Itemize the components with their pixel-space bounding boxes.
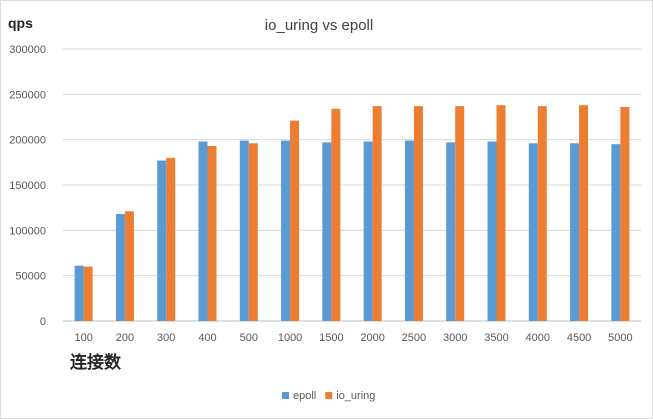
y-tick-label: 0 bbox=[40, 316, 46, 328]
bar-io_uring-2500 bbox=[413, 106, 423, 322]
bar-io_uring-2000 bbox=[372, 106, 382, 322]
bar-io_uring-300 bbox=[166, 157, 176, 321]
x-tick-label: 2500 bbox=[402, 332, 426, 344]
bar-epoll-3500 bbox=[487, 141, 497, 321]
bar-epoll-100 bbox=[74, 265, 84, 321]
x-tick-label: 200 bbox=[116, 332, 134, 344]
bar-io_uring-4000 bbox=[537, 106, 547, 322]
bar-epoll-2000 bbox=[363, 141, 373, 321]
y-tick-label: 50000 bbox=[15, 271, 46, 283]
bar-io_uring-400 bbox=[207, 146, 217, 321]
bar-epoll-4500 bbox=[570, 143, 580, 321]
bar-io_uring-500 bbox=[248, 143, 258, 321]
legend-entry-io_uring: io_uring bbox=[336, 390, 375, 402]
x-tick-label: 4500 bbox=[567, 332, 591, 344]
x-axis-label: 连接数 bbox=[70, 352, 122, 372]
x-tick-label: 4000 bbox=[526, 332, 550, 344]
bar-io_uring-5000 bbox=[620, 107, 630, 321]
bar-io_uring-200 bbox=[124, 211, 134, 321]
x-tick-label: 300 bbox=[157, 332, 175, 344]
bar-epoll-500 bbox=[239, 140, 249, 321]
x-tick-label: 400 bbox=[198, 332, 216, 344]
x-tick-label: 500 bbox=[240, 332, 258, 344]
chart-title: io_uring vs epoll bbox=[265, 17, 373, 34]
y-tick-label: 250000 bbox=[9, 89, 46, 101]
x-tick-label: 100 bbox=[74, 332, 92, 344]
grid-lines bbox=[63, 48, 641, 322]
bar-io_uring-100 bbox=[83, 266, 93, 321]
bar-epoll-2500 bbox=[404, 140, 414, 321]
bar-epoll-300 bbox=[157, 160, 167, 321]
bar-epoll-1000 bbox=[281, 140, 291, 321]
y-tick-label: 300000 bbox=[9, 44, 46, 56]
bar-io_uring-1500 bbox=[331, 108, 341, 321]
x-tick-label: 3500 bbox=[484, 332, 508, 344]
legend-entry-epoll: epoll bbox=[293, 390, 316, 402]
x-tick-label: 2000 bbox=[360, 332, 384, 344]
legend-swatch-epoll bbox=[282, 392, 289, 399]
y-tick-label: 200000 bbox=[9, 135, 46, 147]
bar-io_uring-4500 bbox=[579, 105, 589, 321]
legend-swatch-io_uring bbox=[325, 392, 333, 399]
bars bbox=[74, 105, 630, 322]
y-tick-label: 100000 bbox=[9, 225, 46, 237]
legend: epoll io_uring bbox=[282, 390, 375, 402]
x-tick-labels: 100 200 300 400 500 1000 1500 2000 2500 3000 3500 4… bbox=[74, 332, 632, 344]
bar-epoll-3000 bbox=[446, 142, 456, 321]
bar-epoll-1500 bbox=[322, 142, 332, 321]
bar-epoll-5000 bbox=[611, 144, 621, 321]
bar-epoll-200 bbox=[115, 214, 125, 321]
bar-epoll-4000 bbox=[528, 143, 538, 321]
y-tick-label: 150000 bbox=[9, 180, 46, 192]
x-tick-label: 5000 bbox=[608, 332, 632, 344]
bar-epoll-400 bbox=[198, 141, 208, 321]
y-axis-label: qps bbox=[8, 15, 33, 31]
x-tick-label: 1500 bbox=[319, 332, 343, 344]
y-tick-labels: 0 50000 100000 150000 200000 250000 300000 bbox=[9, 44, 46, 328]
x-tick-label: 1000 bbox=[278, 332, 302, 344]
bar-io_uring-1000 bbox=[290, 120, 300, 321]
bar-io_uring-3500 bbox=[496, 105, 506, 321]
bar-io_uring-3000 bbox=[455, 106, 465, 322]
x-tick-label: 3000 bbox=[443, 332, 467, 344]
